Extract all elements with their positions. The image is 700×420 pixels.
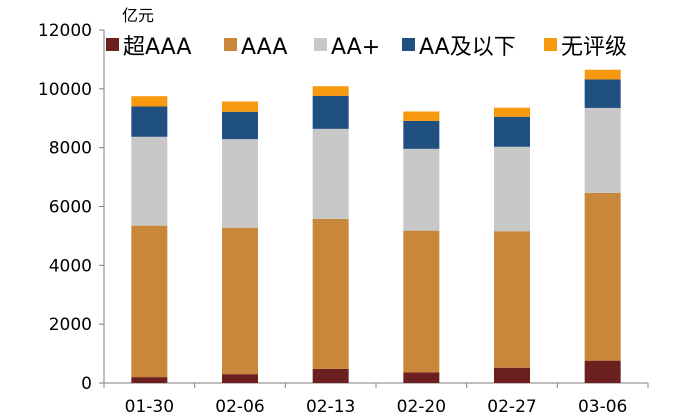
x-tick-label: 03-06 <box>578 397 627 417</box>
bar-segment <box>312 128 349 219</box>
y-tick-label: 8000 <box>49 139 92 159</box>
x-tick-label: 02-13 <box>306 397 355 417</box>
legend-label: AAA <box>241 35 287 60</box>
bar-segment <box>403 120 440 149</box>
legend: 超AAA AAA AA+ AA及以下 无评级 <box>106 35 627 60</box>
bar-segment <box>584 192 621 361</box>
bar-segment <box>312 368 349 383</box>
x-tick-label: 02-20 <box>397 397 446 417</box>
bar-segment <box>494 107 530 117</box>
bar-segment <box>222 111 258 140</box>
x-tick-label: 02-06 <box>215 397 264 417</box>
y-tick-label: 2000 <box>49 315 92 335</box>
legend-label: 超AAA <box>123 35 191 60</box>
bar-segment <box>222 101 258 112</box>
bar-segment <box>131 96 168 107</box>
x-tick-label: 02-27 <box>487 397 536 417</box>
y-axis-unit-label: 亿元 <box>122 6 154 25</box>
y-tick-label: 6000 <box>49 198 92 218</box>
bar-segment <box>494 116 530 147</box>
bar-segment <box>131 225 168 378</box>
bar-segment <box>584 69 621 80</box>
legend-swatch <box>106 38 119 51</box>
bar-segment <box>403 111 440 121</box>
bar-segment <box>131 377 168 383</box>
bar-segment <box>222 139 258 228</box>
y-tick-label: 10000 <box>38 80 92 100</box>
bar-segment <box>584 79 621 108</box>
x-tick-label: 01-30 <box>125 397 174 417</box>
legend-swatch <box>544 38 557 51</box>
bar-segment <box>584 107 621 193</box>
legend-swatch <box>224 38 237 51</box>
bar-segment <box>312 95 349 129</box>
bar-segment <box>494 367 530 383</box>
bar-segment <box>403 148 440 231</box>
bars-layer <box>131 69 621 383</box>
bar-segment <box>131 106 168 137</box>
legend-label: AA及以下 <box>419 35 516 60</box>
bar-segment <box>131 136 168 226</box>
ticks-layer: 0 2000 4000 6000 8000 10000 12000 01-30 02-06 02-… <box>38 21 649 417</box>
bar-segment <box>312 218 349 369</box>
bar-segment <box>403 230 440 373</box>
y-tick-label: 12000 <box>38 21 92 41</box>
legend-label: 无评级 <box>561 35 627 60</box>
bar-segment <box>494 146 530 232</box>
y-tick-label: 0 <box>81 374 92 394</box>
bar-segment <box>494 231 530 368</box>
legend-swatch <box>402 38 415 51</box>
bar-segment <box>312 86 349 96</box>
bar-segment <box>222 374 258 383</box>
bar-segment <box>222 227 258 375</box>
bar-segment <box>403 372 440 383</box>
y-tick-label: 4000 <box>49 256 92 276</box>
axes-layer <box>103 30 648 384</box>
legend-label: AA+ <box>331 35 380 60</box>
bar-segment <box>584 360 621 383</box>
legend-swatch <box>314 38 327 51</box>
